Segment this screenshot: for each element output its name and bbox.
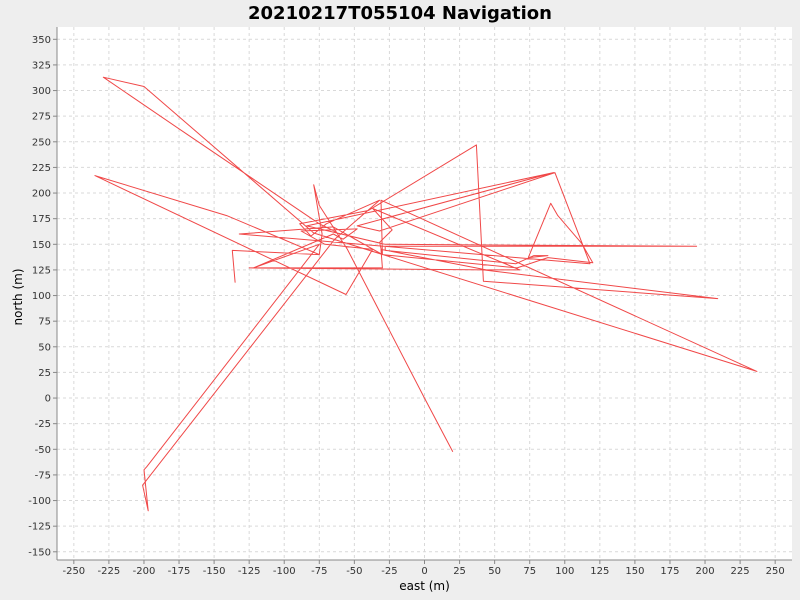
- x-tick-label: -25: [381, 566, 397, 577]
- x-tick-label: -200: [133, 566, 156, 577]
- y-tick-label: 150: [32, 240, 51, 251]
- navigation-track-line: [94, 76, 758, 512]
- y-tick-label: 0: [45, 394, 51, 405]
- x-axis-ticks: -250 -225 -200 -175 -150 -125 -100 -75 -50 -25 0 25…: [62, 560, 785, 577]
- y-tick-label: 75: [38, 317, 51, 328]
- x-tick-label: 25: [453, 566, 466, 577]
- x-tick-label: 150: [625, 566, 644, 577]
- y-tick-label: -125: [28, 522, 51, 533]
- y-axis-ticks: -150 -125 -100 -75 -50 -25 0 25 50 75 100 125 150 175…: [28, 35, 57, 558]
- x-tick-label: 75: [523, 566, 536, 577]
- x-tick-label: -150: [203, 566, 226, 577]
- x-tick-label: 50: [488, 566, 501, 577]
- x-tick-label: -125: [238, 566, 261, 577]
- y-tick-label: 125: [32, 265, 51, 276]
- x-tick-label: -250: [62, 566, 85, 577]
- x-tick-label: 0: [421, 566, 427, 577]
- grid: [57, 27, 792, 560]
- y-tick-label: 325: [32, 60, 51, 71]
- y-tick-label: -25: [35, 419, 51, 430]
- y-tick-label: 50: [38, 342, 51, 353]
- x-tick-label: 200: [695, 566, 714, 577]
- x-tick-label: 100: [555, 566, 574, 577]
- y-tick-label: -100: [28, 496, 51, 507]
- x-tick-label: -50: [346, 566, 362, 577]
- y-tick-label: -75: [35, 470, 51, 481]
- x-tick-label: 225: [731, 566, 750, 577]
- y-tick-label: 275: [32, 112, 51, 123]
- x-tick-label: 250: [766, 566, 785, 577]
- x-tick-label: -225: [98, 566, 121, 577]
- x-tick-label: -100: [273, 566, 296, 577]
- y-tick-label: 250: [32, 137, 51, 148]
- y-tick-label: 100: [32, 291, 51, 302]
- y-tick-label: 225: [32, 163, 51, 174]
- x-tick-label: 175: [660, 566, 679, 577]
- y-tick-label: 300: [32, 86, 51, 97]
- series-layer: [94, 76, 758, 512]
- y-axis-label: north (m): [11, 268, 25, 325]
- y-tick-label: 25: [38, 368, 51, 379]
- y-tick-label: 175: [32, 214, 51, 225]
- y-tick-label: 350: [32, 35, 51, 46]
- x-axis-label: east (m): [399, 579, 450, 593]
- chart-title: 20210217T055104 Navigation: [248, 3, 552, 24]
- x-tick-label: 125: [590, 566, 609, 577]
- x-tick-label: -175: [168, 566, 191, 577]
- y-tick-label: 200: [32, 189, 51, 200]
- y-tick-label: -50: [35, 445, 51, 456]
- y-tick-label: -150: [28, 547, 51, 558]
- x-tick-label: -75: [311, 566, 327, 577]
